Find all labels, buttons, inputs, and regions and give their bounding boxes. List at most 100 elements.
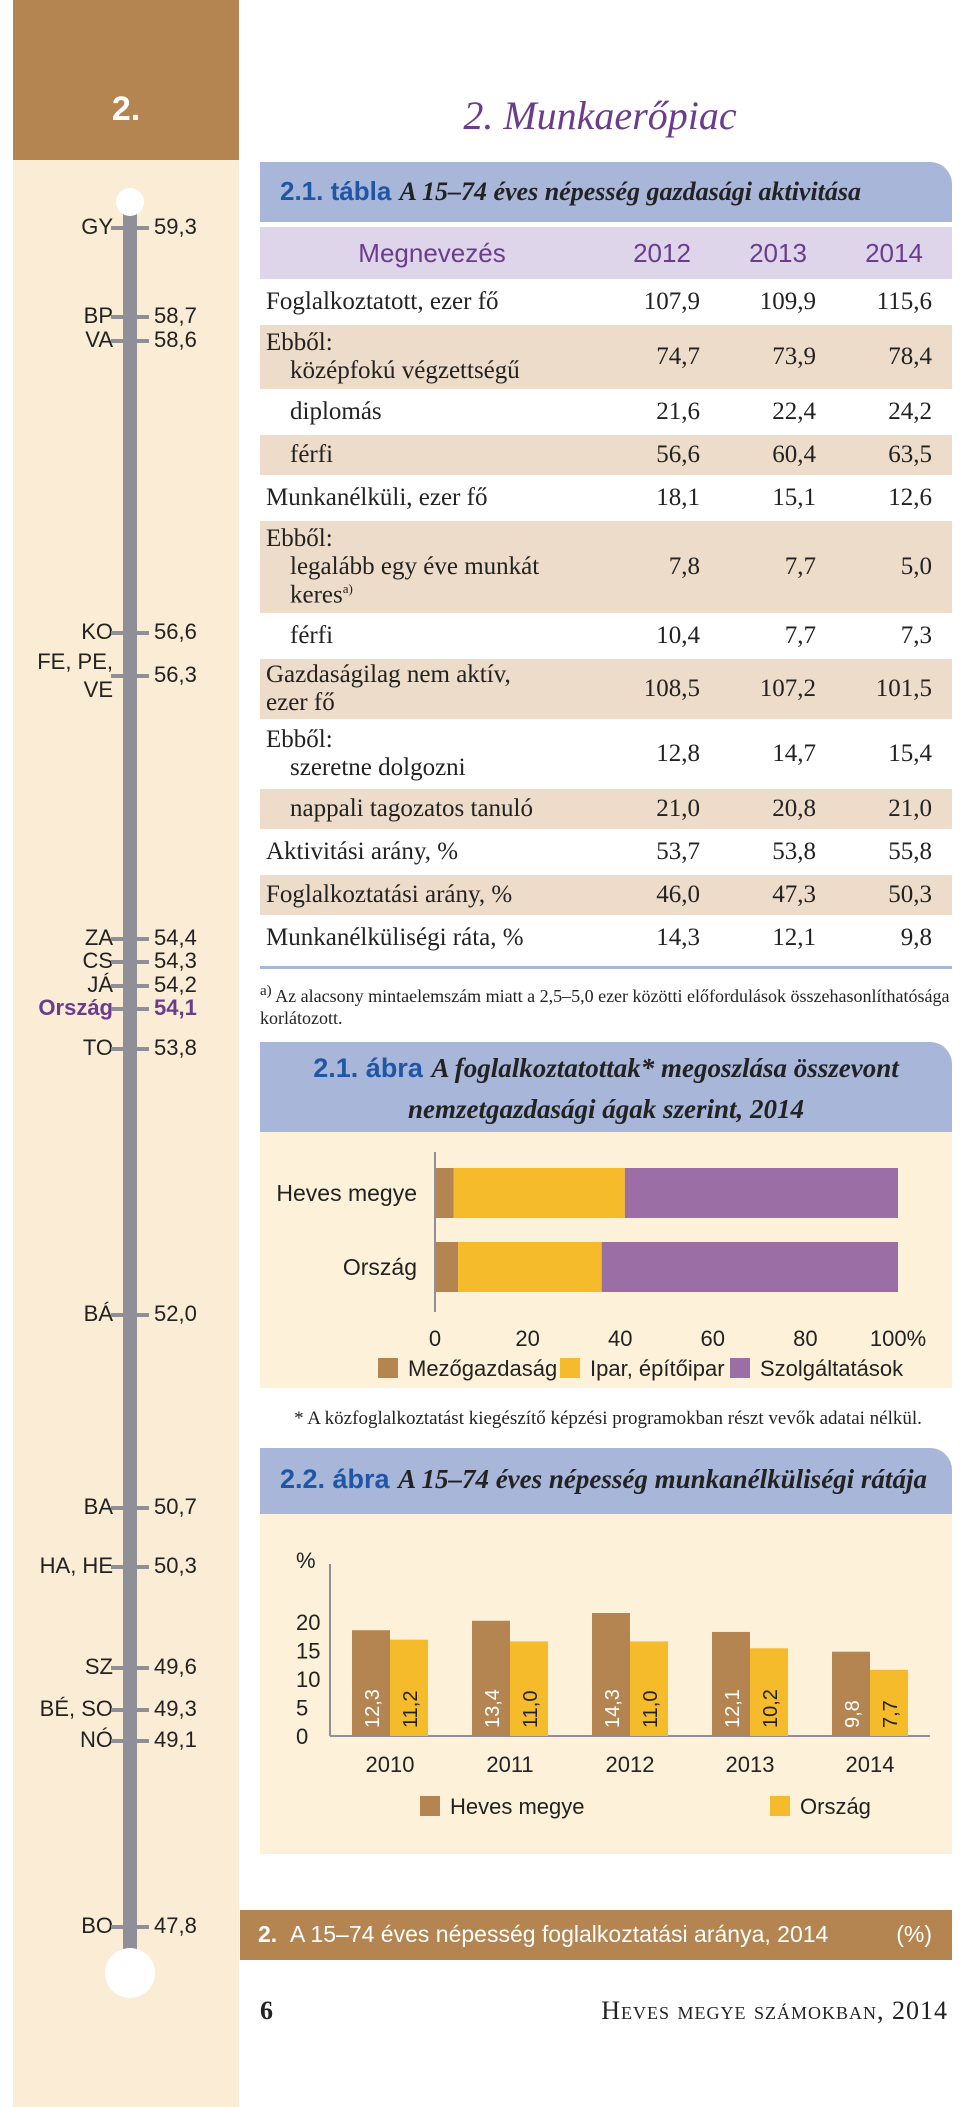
table-cell: 108,5: [604, 659, 720, 720]
table-col-header: Megnevezés: [260, 227, 604, 279]
scale-tick: [111, 1666, 149, 1670]
bar-segment: [458, 1242, 602, 1292]
scale-entry-value: 54,4: [154, 925, 197, 950]
table-row-label: Gazdaságilag nem aktív, ezer fő: [260, 659, 604, 720]
table-row-label: nappali tagozatos tanuló: [260, 789, 604, 830]
scale-entry-label: BÁ: [83, 1301, 113, 1326]
scale-tick: [111, 1708, 149, 1712]
table-footnote: a) Az alacsony mintaelemszám miatt a 2,5…: [260, 980, 960, 1029]
table-cell: 10,4: [656, 622, 700, 650]
activity-table: Megnevezés 2012 2013 2014 Foglalkoztatot…: [260, 224, 952, 961]
scale-entry: GY 59,3: [13, 212, 239, 242]
bar: [510, 1641, 548, 1736]
data-label: 14,3: [602, 1689, 624, 1728]
data-label: 11,2: [400, 1691, 422, 1728]
figure1-title-line1: A foglalkoztatottak* megoszlása összevon…: [431, 1053, 899, 1083]
scale-entry: Ország 54,1: [13, 993, 239, 1023]
table-row: Aktivitási arány, % 53,7 53,8 55,8: [260, 832, 952, 872]
legend-label: Ipar, építőipar: [590, 1356, 725, 1381]
table-row: Gazdaságilag nem aktív, ezer fő 108,5 107,…: [260, 659, 952, 720]
table-row-name-text: szeretne dolgozni: [290, 754, 466, 782]
table-cell: 14,7: [772, 740, 816, 768]
scale-tick: [111, 1925, 149, 1929]
legend-label: Heves megye: [450, 1794, 585, 1819]
scale-entry: BP 58,7: [13, 301, 239, 331]
x-tick-label: 0: [429, 1326, 441, 1351]
scale-entry-value: 58,7: [154, 303, 197, 328]
table-row-name-text: középfokú végzettségű: [290, 357, 520, 384]
data-label: 9,8: [842, 1700, 864, 1728]
table-col-header: 2014: [836, 227, 952, 279]
scale-entry-label: JÁ: [87, 972, 113, 997]
scale-entry-value: 50,3: [154, 1553, 197, 1578]
scale-entry: HA, HE 50,3: [13, 1551, 239, 1581]
table-row-name-text: Munkanélküli, ezer fő: [266, 484, 488, 511]
table-cell: 15,1: [772, 484, 816, 511]
x-tick-label: 2014: [846, 1752, 895, 1777]
table-bottom-rule: [260, 966, 952, 969]
scale-entry: NÓ 49,1: [13, 1725, 239, 1755]
figure2-number: 2.2. ábra: [280, 1464, 390, 1494]
bar-segment: [453, 1168, 625, 1218]
table-row-label: Ebből: szeretne dolgozni: [260, 722, 604, 786]
scale-entry-label: BO: [81, 1913, 113, 1938]
data-label: 11,0: [640, 1691, 662, 1728]
table-row-name-text: nappali tagozatos tanuló: [290, 795, 533, 823]
scale-entry: ZA 54,4: [13, 923, 239, 953]
table-row-name-text: Aktivitási arány, %: [266, 838, 459, 866]
table-cell: 7,8: [604, 521, 720, 614]
scale-entry-value: 49,1: [154, 1727, 197, 1752]
bar: [592, 1613, 630, 1736]
table-row: férfi 10,4 7,7 7,3: [260, 616, 952, 656]
table-row: Ebből: középfokú végzettségű 74,7 73,9 78,4: [260, 325, 952, 389]
chapter-number: 2.: [111, 90, 141, 128]
table-row-prefix: Ebből:: [266, 726, 333, 754]
bar-segment: [601, 1242, 898, 1292]
y-tick-label: 10: [296, 1667, 320, 1692]
table-cell: 50,3: [836, 875, 952, 916]
scale-entry-label: BÉ, SO: [39, 1696, 113, 1721]
table-cell: 107,9: [643, 288, 700, 315]
scale-entry-label: CS: [82, 948, 113, 973]
table-col-header: 2013: [720, 227, 836, 279]
table-title: A 15–74 éves népesség gazdasági aktivitá…: [399, 177, 862, 206]
scale-entry-label: VA: [85, 327, 113, 352]
table-cell: 12,8: [656, 740, 700, 768]
legend-label: Mezőgazdaság: [408, 1356, 557, 1381]
table-cell: 46,0: [604, 875, 720, 916]
table-cell: 22,4: [772, 398, 816, 425]
scale-tick: [111, 315, 149, 319]
x-tick-label: 80: [793, 1326, 817, 1351]
table-row-label: férfi: [260, 616, 604, 656]
table-cell: 55,8: [888, 838, 932, 866]
bar-segment: [435, 1168, 454, 1218]
scale-tick: [111, 937, 149, 941]
table-row: Foglalkoztatási arány, % 46,0 47,3 50,3: [260, 875, 952, 916]
scale-entry-value: 53,8: [154, 1035, 197, 1060]
table-row-label: Ebből: legalább egy éve munkát keresa): [260, 521, 604, 614]
figure2-chart: % 0 5 10 15 20 12,3 11,2 2010 13,4 11,0 2011 14,3 11,…: [296, 1548, 930, 1819]
scale-entry-label: KO: [81, 619, 113, 644]
table-row-name-text: Foglalkoztatási arány, %: [266, 881, 513, 909]
chapter-tab: 2.: [13, 0, 239, 160]
caption-text: A 15–74 éves népesség foglalkoztatási ar…: [290, 1921, 829, 1947]
table-body: Foglalkoztatott, ezer fő 107,9 109,9 115,6 E…: [260, 282, 952, 958]
scale-tick: [111, 226, 149, 230]
table-cell: 9,8: [900, 924, 932, 952]
scale-tick: [111, 1313, 149, 1317]
data-label: 7,7: [880, 1700, 902, 1728]
table-row-name-text: diplomás: [290, 398, 382, 425]
category-label: Heves megye: [276, 1180, 417, 1206]
table-cell: 107,2: [720, 659, 836, 720]
table-cell: 63,5: [836, 435, 952, 475]
data-label: 12,3: [362, 1689, 384, 1728]
scale-tick: [111, 1047, 149, 1051]
table-cell: 53,8: [772, 838, 816, 866]
scale-entry-value: 54,2: [154, 972, 197, 997]
caption-number: 2.: [258, 1921, 278, 1947]
table-row: Ebből: legalább egy éve munkát keresa) 7,8…: [260, 521, 952, 614]
scale-entry-label: SZ: [84, 1654, 113, 1679]
table-cell: 73,9: [720, 325, 836, 389]
scale-entry-label: FE, PE, VE: [37, 649, 113, 702]
scale-axis: [123, 190, 137, 1990]
